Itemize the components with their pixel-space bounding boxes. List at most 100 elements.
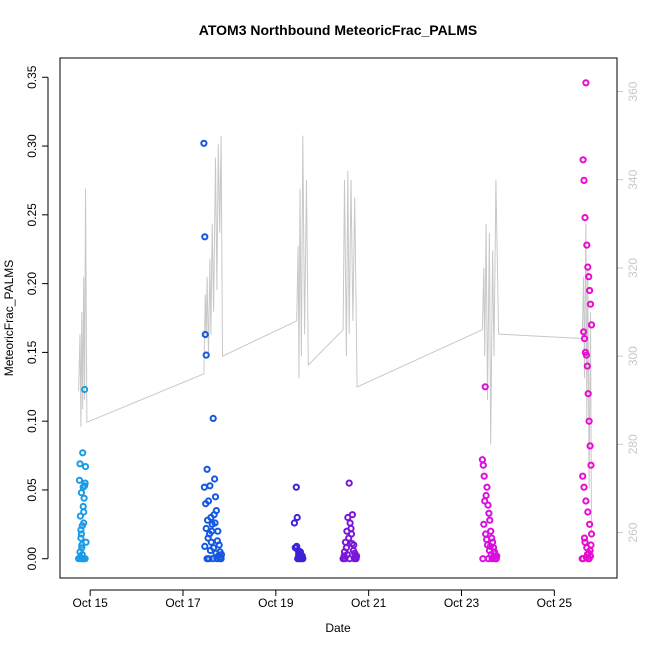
data-point — [582, 351, 591, 359]
data-point — [483, 535, 491, 544]
data-point — [586, 442, 594, 450]
data-point — [81, 482, 89, 490]
data-point — [293, 513, 301, 522]
y-tick-label: 0.10 — [25, 409, 39, 433]
data-point — [210, 511, 218, 519]
y2-tick-label: 260 — [626, 522, 640, 542]
data-point — [293, 542, 301, 551]
data-point — [204, 516, 212, 524]
x-tick-label: Oct 19 — [258, 596, 294, 610]
data-point — [77, 489, 86, 497]
data-point — [202, 524, 210, 533]
data-point — [478, 456, 486, 464]
x-tick-label: Oct 21 — [351, 596, 387, 610]
data-point — [583, 241, 591, 249]
data-point — [77, 534, 85, 542]
data-point — [76, 460, 84, 468]
data-point — [80, 519, 88, 527]
data-point — [584, 390, 592, 398]
data-point — [586, 520, 594, 528]
data-point — [82, 538, 90, 546]
data-point — [76, 512, 85, 520]
data-point — [486, 542, 494, 551]
y2-tick-label: 360 — [626, 81, 640, 101]
y-tick-label: 0.35 — [25, 65, 39, 89]
data-point — [201, 542, 209, 551]
data-point — [583, 362, 591, 370]
data-point — [582, 79, 590, 87]
data-point — [208, 527, 216, 535]
data-point — [295, 555, 304, 563]
data-point — [202, 351, 210, 359]
data-point — [482, 491, 490, 500]
data-point — [349, 546, 357, 555]
data-point — [587, 530, 596, 538]
data-point — [292, 483, 300, 491]
data-point — [211, 475, 219, 483]
data-point — [584, 508, 592, 516]
data-point — [581, 214, 589, 222]
data-point — [480, 472, 488, 480]
data-point — [486, 516, 494, 524]
data-point — [205, 555, 213, 563]
y-tick-label: 0.30 — [25, 134, 39, 158]
data-point — [587, 321, 596, 329]
chart-title: ATOM3 Northbound MeteoricFrac_PALMS — [199, 22, 477, 38]
x-axis-label: Date — [325, 621, 351, 635]
x-tick-label: Oct 15 — [72, 596, 108, 610]
y-tick-label: 0.15 — [25, 340, 39, 364]
y2-tick-label: 300 — [626, 346, 640, 366]
data-point — [485, 509, 493, 517]
data-point — [200, 483, 208, 491]
data-point — [481, 497, 489, 505]
data-point — [580, 176, 588, 184]
data-point — [580, 335, 589, 343]
data-point — [347, 524, 355, 533]
data-point — [211, 493, 220, 501]
data-point — [580, 483, 588, 491]
data-point — [479, 461, 487, 469]
data-point — [483, 483, 491, 491]
data-point — [213, 537, 221, 545]
points-layer — [75, 79, 596, 563]
data-point — [348, 540, 356, 548]
x-tick-label: Oct 23 — [444, 596, 480, 610]
data-point — [209, 414, 217, 422]
y2-tick-label: 340 — [626, 169, 640, 189]
y2-tick-label: 320 — [626, 258, 640, 278]
data-point — [482, 530, 490, 538]
data-point — [345, 479, 353, 487]
data-point — [585, 555, 593, 563]
data-point — [587, 461, 595, 469]
data-point — [586, 300, 595, 308]
y-tick-label: 0.05 — [25, 478, 39, 502]
data-point — [206, 546, 214, 555]
data-point — [81, 385, 89, 394]
data-point — [579, 156, 587, 164]
data-point — [200, 139, 208, 147]
y-tick-label: 0.25 — [25, 203, 39, 227]
data-point — [204, 534, 212, 542]
data-point — [214, 527, 222, 535]
data-point — [579, 472, 587, 480]
x-tick-label: Oct 25 — [537, 596, 573, 610]
data-point — [345, 534, 353, 542]
y-tick-label: 0.20 — [25, 272, 39, 296]
data-point — [582, 497, 590, 505]
data-point — [79, 449, 87, 457]
x-tick-label: Oct 17 — [165, 596, 201, 610]
y-tick-label: 0.00 — [25, 547, 39, 571]
data-point — [75, 476, 84, 484]
data-point — [487, 527, 495, 535]
data-point — [580, 328, 588, 336]
data-point — [78, 544, 86, 552]
data-point — [346, 519, 354, 527]
y2-tick-label: 280 — [626, 434, 640, 454]
data-point — [481, 383, 489, 391]
data-point — [201, 330, 209, 339]
data-point — [586, 286, 594, 295]
data-point — [584, 263, 592, 271]
data-point — [79, 502, 87, 511]
